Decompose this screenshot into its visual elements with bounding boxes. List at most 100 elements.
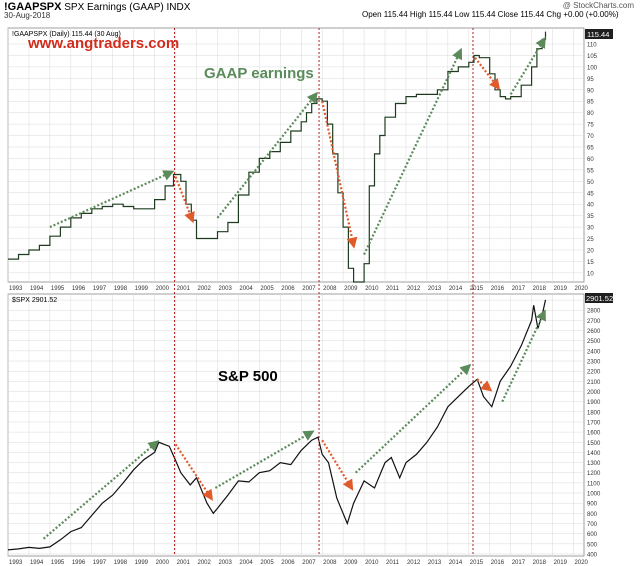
spx-x-tick-label: 1995 (51, 560, 65, 566)
spx-x-tick-label: 2019 (554, 560, 568, 566)
gaap-x-tick-label: 2001 (177, 286, 191, 292)
gaap-x-tick-label: 2018 (533, 286, 547, 292)
spx-y-tick-label: 600 (587, 532, 598, 538)
uptrend-arrow (509, 36, 546, 95)
gaap-y-tick-label: 70 (587, 134, 594, 140)
uptrend-arrow (49, 170, 175, 229)
gaap-x-tick-label: 1993 (9, 286, 23, 292)
gaap-last-value-tag: 115.44 (587, 30, 609, 39)
gaap-y-tick-label: 25 (587, 237, 594, 243)
spx-x-tick-label: 2010 (365, 560, 379, 566)
gaap-y-tick-label: 100 (587, 65, 598, 71)
spx-y-tick-label: 2700 (587, 319, 601, 325)
spx-y-tick-label: 1900 (587, 400, 601, 406)
spx-x-tick-label: 1997 (93, 560, 107, 566)
uptrend-arrow (42, 440, 160, 540)
ticker-description: SPX Earnings (GAAP) INDX (64, 2, 191, 13)
spx-y-tick-label: 1500 (587, 441, 601, 447)
spx-legend: $SPX 2901.52 (12, 297, 57, 304)
spx-y-tick-label: 800 (587, 512, 598, 518)
downtrend-arrow (321, 100, 358, 249)
gaap-x-tick-label: 2020 (575, 286, 589, 292)
uptrend-arrow (363, 47, 463, 256)
gaap-last-value-tag-bg (585, 29, 613, 39)
stockcharts-credit: @ StockCharts.com (562, 1, 634, 10)
cycle-dividers (174, 28, 474, 556)
gaap-x-tick-label: 2000 (156, 286, 170, 292)
spx-grid (7, 294, 584, 556)
gaap-y-tick-label: 35 (587, 214, 594, 220)
trend-arrows (42, 36, 546, 540)
spx-x-tick-label: 2005 (260, 560, 274, 566)
spx-last-value-tag: 2901.52 (586, 294, 613, 303)
spx-x-tick-label: 2020 (575, 560, 589, 566)
spx-y-tick-label: 2100 (587, 380, 601, 386)
gaap-y-tick-label: 90 (587, 88, 594, 94)
gaap-y-tick-label: 15 (587, 260, 594, 266)
ohlc-readout: Open 115.44 High 115.44 Low 115.44 Close… (362, 10, 619, 19)
ticker-symbol: !GAAPSPX (4, 1, 62, 13)
spx-x-tick-label: 2004 (239, 560, 253, 566)
uptrend-arrow (354, 363, 472, 474)
gaap-y-tick-label: 50 (587, 180, 594, 186)
gaap-x-tick-label: 2009 (344, 286, 358, 292)
spx-y-tick-label: 1400 (587, 451, 601, 457)
gaap-y-tick-label: 20 (587, 248, 594, 254)
gaap-y-tick-label: 110 (587, 43, 597, 49)
spx-x-tick-label: 2007 (302, 560, 316, 566)
gaap-y-tick-label: 55 (587, 168, 594, 174)
gaap-y-tick-label: 75 (587, 123, 594, 129)
spx-y-tick-label: 2300 (587, 360, 601, 366)
spx-x-tick-label: 1994 (30, 560, 44, 566)
spx-x-axis: 1993 1994 1995 1996 1997 1998 1999 2000 2001 2002… (9, 560, 589, 566)
gaap-x-tick-label: 2005 (260, 286, 274, 292)
gaap-y-tick-label: 105 (587, 54, 598, 60)
gaap-x-tick-label: 2011 (386, 286, 400, 292)
spx-last-value-tag-bg (585, 293, 613, 303)
downtrend-arrow (174, 443, 213, 501)
spx-y-tick-label: 1100 (587, 481, 601, 487)
gaap-x-tick-label: 1996 (72, 286, 86, 292)
spx-y-tick-label: 900 (587, 502, 598, 508)
gaap-x-tick-label: 1995 (51, 286, 65, 292)
gaap-y-tick-label: 95 (587, 77, 594, 83)
gaap-x-tick-label: 1999 (135, 286, 149, 292)
gaap-x-tick-label: 2010 (365, 286, 379, 292)
gaap-x-tick-label: 2006 (281, 286, 295, 292)
spx-y-axis: 400 500 600 700 800 900 1000 1100 1200 1300 1400 15… (587, 299, 601, 559)
gaap-x-tick-label: 2002 (198, 286, 212, 292)
spx-x-tick-label: 2001 (177, 560, 191, 566)
spx-y-tick-label: 400 (587, 552, 598, 558)
gaap-x-tick-label: 2016 (491, 286, 505, 292)
gaap-x-tick-label: 2003 (218, 286, 232, 292)
spx-y-tick-label: 2800 (587, 309, 601, 315)
gaap-x-tick-label: 2007 (302, 286, 316, 292)
gaap-x-axis: 1993 1994 1995 1996 1997 1998 1999 2000 2001 2002… (9, 286, 589, 292)
gaap-panel-title: GAAP earnings (204, 65, 314, 82)
spx-x-tick-label: 1999 (135, 560, 149, 566)
spx-x-tick-label: 1993 (9, 560, 23, 566)
spx-x-tick-label: 1998 (114, 560, 128, 566)
gaap-x-tick-label: 2019 (554, 286, 568, 292)
gaap-y-tick-label: 80 (587, 111, 594, 117)
spx-panel-title: S&P 500 (218, 368, 278, 385)
spx-x-tick-label: 2008 (323, 560, 337, 566)
gaap-y-tick-label: 10 (587, 271, 594, 277)
downtrend-arrow (476, 378, 493, 392)
spx-x-tick-label: 2002 (198, 560, 212, 566)
spx-x-tick-label: 2011 (386, 560, 400, 566)
spx-y-tick-label: 2500 (587, 339, 601, 345)
spx-x-tick-label: 2016 (491, 560, 505, 566)
spx-x-tick-label: 2018 (533, 560, 547, 566)
gaap-legend: !GAAPSPX (Daily) 115.44 (30 Aug) (12, 31, 121, 38)
spx-x-tick-label: 2003 (218, 560, 232, 566)
spx-y-tick-label: 1800 (587, 410, 601, 416)
spx-y-tick-label: 2000 (587, 390, 601, 396)
spx-y-tick-label: 1200 (587, 471, 601, 477)
gaap-x-tick-label: 2008 (323, 286, 337, 292)
spx-panel-frame (7, 293, 585, 557)
gaap-x-tick-label: 1994 (30, 286, 44, 292)
gaap-y-tick-label: 85 (587, 100, 594, 106)
spx-x-tick-label: 1996 (72, 560, 86, 566)
